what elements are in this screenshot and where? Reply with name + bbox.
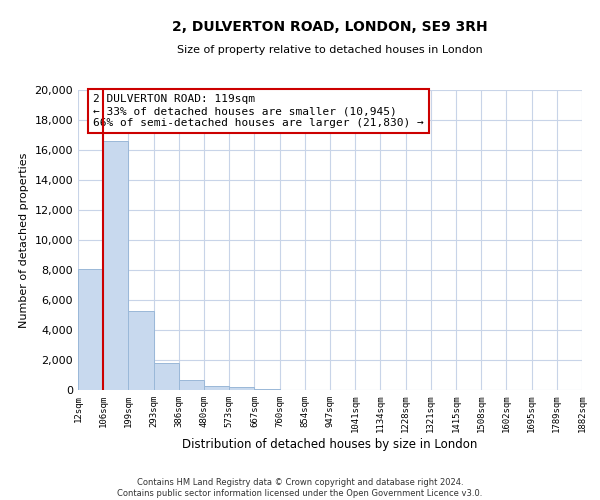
Bar xyxy=(78,268,103,390)
Bar xyxy=(204,386,229,390)
Bar xyxy=(128,310,154,390)
Text: 2 DULVERTON ROAD: 119sqm
← 33% of detached houses are smaller (10,945)
66% of se: 2 DULVERTON ROAD: 119sqm ← 33% of detach… xyxy=(93,94,424,128)
Bar xyxy=(154,363,179,390)
Text: Contains HM Land Registry data © Crown copyright and database right 2024.
Contai: Contains HM Land Registry data © Crown c… xyxy=(118,478,482,498)
X-axis label: Distribution of detached houses by size in London: Distribution of detached houses by size … xyxy=(182,438,478,451)
Bar xyxy=(179,380,204,390)
Text: Size of property relative to detached houses in London: Size of property relative to detached ho… xyxy=(177,45,483,55)
Bar xyxy=(103,141,128,390)
Text: 2, DULVERTON ROAD, LONDON, SE9 3RH: 2, DULVERTON ROAD, LONDON, SE9 3RH xyxy=(172,20,488,34)
Bar xyxy=(254,388,280,390)
Bar xyxy=(229,387,254,390)
Y-axis label: Number of detached properties: Number of detached properties xyxy=(19,152,29,328)
